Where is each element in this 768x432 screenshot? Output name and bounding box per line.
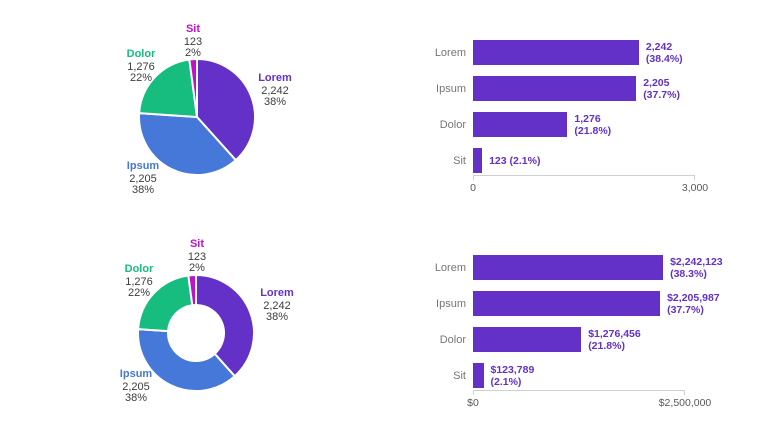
bar-value-label: $123,789 (2.1%)	[490, 363, 535, 388]
pie-label-sit: Sit 123 2%	[151, 23, 235, 60]
pie-label-name: Ipsum	[126, 160, 160, 172]
donut-label-sit: Sit 123 2%	[155, 238, 239, 275]
pie-label-value: 123	[187, 250, 207, 263]
bar-category-label: Sit	[453, 154, 466, 167]
pie-slice-ipsum	[138, 112, 237, 176]
bar-category-label: Lorem	[434, 261, 466, 274]
pie-label-percent: 22%	[127, 287, 151, 299]
x-axis: 0 3,000	[470, 175, 708, 196]
axis-tick-label: $0	[467, 397, 479, 409]
pie-label-name: Sit	[189, 238, 205, 250]
pie-label-value: 2,242	[261, 84, 289, 97]
bar-lorem	[473, 40, 639, 65]
pie-slice-ipsum	[137, 328, 236, 392]
bar-value-label: $2,242,123 (38.3%)	[670, 255, 723, 280]
pie-label-value: 2,205	[122, 380, 150, 393]
bar-ipsum	[473, 76, 637, 101]
bar-value-label: $2,205,987 (37.7%)	[667, 291, 720, 316]
axis-tick	[684, 391, 685, 395]
pie-label-name: Dolor	[126, 48, 156, 60]
bar-category-label: Lorem	[434, 46, 466, 59]
bar-chart-dollars: Lorem $2,242,123 (38.3%) Ipsum $2,205,987 (37…	[430, 255, 723, 411]
pie-label-percent: 2%	[185, 47, 201, 59]
bar-lorem	[473, 255, 664, 280]
pie-label-value: 123	[183, 35, 203, 48]
bar-category-label: Ipsum	[436, 82, 466, 95]
pie-label-percent: 38%	[265, 311, 289, 323]
donut-label-ipsum: Ipsum 2,205 38%	[94, 368, 178, 405]
pie-label-name: Lorem	[260, 287, 294, 299]
pie-chart-counts	[138, 58, 257, 176]
bar-value-label: 2,242 (38.4%)	[645, 40, 683, 65]
pie-label-percent: 38%	[131, 184, 155, 196]
bar-row-lorem: Lorem 2,242 (38.4%)	[430, 40, 695, 65]
pie-slice-sit	[188, 58, 198, 118]
bar-category-label: Dolor	[439, 118, 466, 131]
bar-row-dolor: Dolor 1,276 (21.8%)	[430, 112, 695, 137]
pie-label-value: 1,276	[127, 60, 155, 73]
bar-row-ipsum: Ipsum $2,205,987 (37.7%)	[430, 291, 723, 316]
pie-label-percent: 2%	[189, 262, 205, 274]
pie-label-value: 1,276	[125, 275, 153, 288]
pie-label-dolor: Dolor 1,276 22%	[99, 48, 183, 85]
bar-row-lorem: Lorem $2,242,123 (38.3%)	[430, 255, 723, 280]
axis-tick	[694, 176, 695, 180]
pie-label-percent: 38%	[124, 392, 148, 404]
pie-label-ipsum: Ipsum 2,205 38%	[101, 160, 185, 197]
pie-slice-lorem	[195, 274, 256, 378]
pie-label-value: 2,242	[263, 299, 291, 312]
pie-label-percent: 22%	[129, 72, 153, 84]
bar-sit	[473, 148, 483, 173]
donut-label-dolor: Dolor 1,276 22%	[97, 263, 181, 300]
bar-chart-counts: Lorem 2,242 (38.4%) Ipsum 2,205 (37.7%) Dolor 1…	[430, 40, 708, 196]
x-axis: $0 $2,500,000	[467, 390, 711, 411]
bar-row-ipsum: Ipsum 2,205 (37.7%)	[430, 76, 695, 101]
pie-label-percent: 38%	[263, 96, 287, 108]
pie-label-name: Sit	[185, 23, 201, 35]
bar-value-label: 2,205 (37.7%)	[643, 76, 680, 101]
bar-value-label: 1,276 (21.8%)	[574, 112, 612, 137]
bar-row-sit: Sit $123,789 (2.1%)	[430, 363, 723, 388]
axis-tick	[473, 176, 474, 180]
bar-sit	[473, 363, 484, 388]
pie-slice-dolor	[138, 58, 198, 118]
pie-label-lorem: Lorem 2,242 38%	[233, 72, 317, 109]
pie-label-name: Ipsum	[119, 368, 153, 380]
pie-label-value: 2,205	[129, 172, 157, 185]
pie-slice-sit	[187, 274, 197, 307]
axis-tick-label: 3,000	[681, 182, 709, 194]
bar-category-label: Ipsum	[436, 297, 466, 310]
pie-label-name: Lorem	[258, 72, 292, 84]
bar-row-dolor: Dolor $1,276,456 (21.8%)	[430, 327, 723, 352]
pie-slice-lorem	[196, 58, 257, 162]
bar-ipsum	[473, 291, 661, 316]
bar-dolor	[473, 327, 582, 352]
bar-row-sit: Sit 123 (2.1%)	[430, 148, 695, 173]
bar-value-label: $1,276,456 (21.8%)	[588, 327, 641, 352]
donut-chart-counts	[137, 274, 256, 392]
axis-tick-label: $2,500,000	[658, 397, 712, 409]
bar-value-label: 123 (2.1%)	[489, 154, 541, 167]
axis-tick	[473, 391, 474, 395]
donut-label-lorem: Lorem 2,242 38%	[235, 287, 319, 324]
bar-category-label: Dolor	[439, 333, 466, 346]
axis-tick-label: 0	[470, 182, 476, 194]
bar-category-label: Sit	[453, 369, 466, 382]
bar-dolor	[473, 112, 568, 137]
pie-label-name: Dolor	[124, 263, 154, 275]
